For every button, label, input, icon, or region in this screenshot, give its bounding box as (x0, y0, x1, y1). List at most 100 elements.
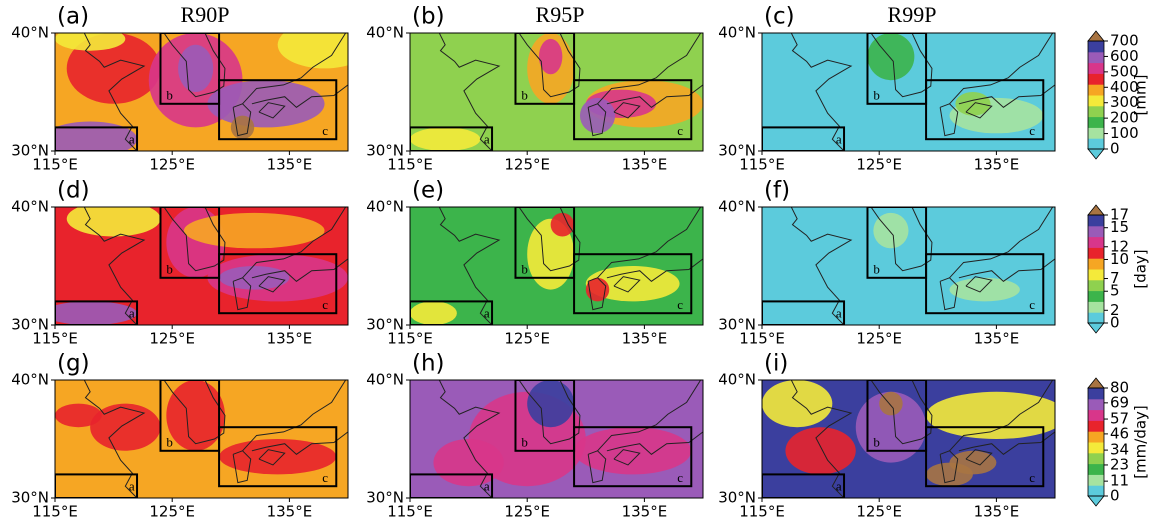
region-box (925, 79, 1045, 141)
map-field (219, 266, 290, 290)
map-field (574, 427, 692, 475)
coastline (251, 431, 348, 455)
x-tick-label: 115°E (739, 503, 785, 519)
y-tick-label: 40°N (366, 198, 404, 216)
region-label: b (166, 88, 173, 103)
coastline (232, 103, 252, 137)
coastline (958, 431, 1055, 455)
colorbar-tick-label: 700 (1110, 32, 1139, 50)
coastline (232, 277, 252, 311)
coastline (242, 207, 347, 279)
y-tick-label: 40°N (11, 24, 49, 42)
colorbar-band (1088, 138, 1104, 150)
map-field (277, 33, 348, 69)
region-box (866, 33, 928, 105)
colorbar-frame (1087, 214, 1105, 324)
coastline (606, 258, 703, 282)
x-tick-label: 135°E (974, 503, 1020, 519)
region-label: b (521, 262, 528, 277)
colorbar-tick-label: 100 (1110, 124, 1139, 142)
y-tick-label: 30°N (366, 316, 404, 334)
x-tick-label: 125°E (504, 330, 550, 348)
region-label: a (836, 478, 842, 493)
coastline (939, 103, 959, 137)
region-label: b (873, 262, 880, 277)
colorbar-tick-label: 11 (1110, 472, 1129, 490)
colorbar-band (1088, 398, 1104, 411)
map-panel: a b c (55, 33, 348, 151)
map-panel: a b c (55, 207, 348, 325)
colorbar-tick-label: 57 (1110, 410, 1129, 428)
x-tick-label: 135°E (974, 330, 1020, 348)
map-frame (761, 32, 1056, 152)
colorbar-band (1088, 442, 1104, 454)
y-tick-label: 30°N (718, 489, 756, 507)
coastline (251, 258, 348, 282)
colorbar-tick-label: 0 (1110, 487, 1120, 505)
colorbar-frame (1087, 387, 1105, 497)
region-label: a (129, 305, 135, 320)
map-field (166, 380, 225, 451)
coastline (242, 380, 347, 452)
x-tick-label: 115°E (32, 156, 78, 174)
coastline (939, 450, 959, 484)
region-box (410, 126, 494, 151)
y-tick-label: 40°N (718, 371, 756, 389)
colorbar-tick-label: 80 (1110, 379, 1129, 397)
region-label: b (873, 88, 880, 103)
map-field (66, 207, 161, 237)
region-label: a (836, 131, 842, 146)
x-tick-label: 125°E (149, 330, 195, 348)
colorbar-frame (1087, 40, 1105, 150)
colorbar-band (1088, 269, 1104, 281)
x-tick-label: 115°E (739, 156, 785, 174)
x-tick-label: 125°E (504, 503, 550, 519)
map-field (183, 212, 325, 249)
region-box (514, 33, 576, 105)
region-box (573, 426, 693, 488)
map-field (410, 301, 457, 325)
panel-label: (f) (764, 178, 790, 204)
colorbar-band (1088, 409, 1104, 421)
colorbar-band (1088, 388, 1104, 400)
map-panel: a b c (762, 207, 1055, 325)
region-box (866, 380, 928, 452)
coastline (597, 380, 702, 452)
colorbar-tick-label: 34 (1110, 441, 1129, 459)
y-tick-label: 30°N (718, 142, 756, 160)
map-frame (409, 379, 704, 499)
colorbar-label: [day] (1132, 249, 1150, 288)
region-box (218, 253, 338, 315)
coastline (606, 431, 703, 455)
colorbar-tick-label: 2 (1110, 301, 1120, 319)
region-box (514, 207, 576, 279)
coastline (613, 449, 641, 466)
region-box (159, 33, 221, 105)
panel-label: (a) (57, 4, 89, 30)
y-tick-label: 40°N (11, 198, 49, 216)
x-tick-label: 135°E (622, 330, 668, 348)
region-box (218, 79, 338, 141)
colorbar-band (1088, 279, 1104, 292)
colorbar-band (1088, 258, 1104, 270)
coastline (965, 102, 993, 119)
colorbar-tick-label: 200 (1110, 109, 1139, 127)
coastline (587, 450, 607, 484)
y-tick-label: 40°N (11, 371, 49, 389)
panel-label: (c) (764, 4, 795, 30)
region-label: a (484, 131, 490, 146)
coastline (790, 380, 853, 498)
coastline (939, 277, 959, 311)
map-field (762, 380, 833, 428)
map-frame (54, 206, 349, 326)
coastline (949, 207, 1054, 279)
region-box (159, 380, 221, 452)
colorbar-tick-label: 23 (1110, 455, 1129, 473)
coastline (83, 380, 146, 498)
coastline (790, 33, 853, 151)
x-tick-label: 115°E (32, 503, 78, 519)
map-field (585, 266, 680, 302)
colorbar-band (1088, 452, 1104, 465)
map-field (879, 391, 903, 416)
colorbar-band (1088, 116, 1104, 128)
